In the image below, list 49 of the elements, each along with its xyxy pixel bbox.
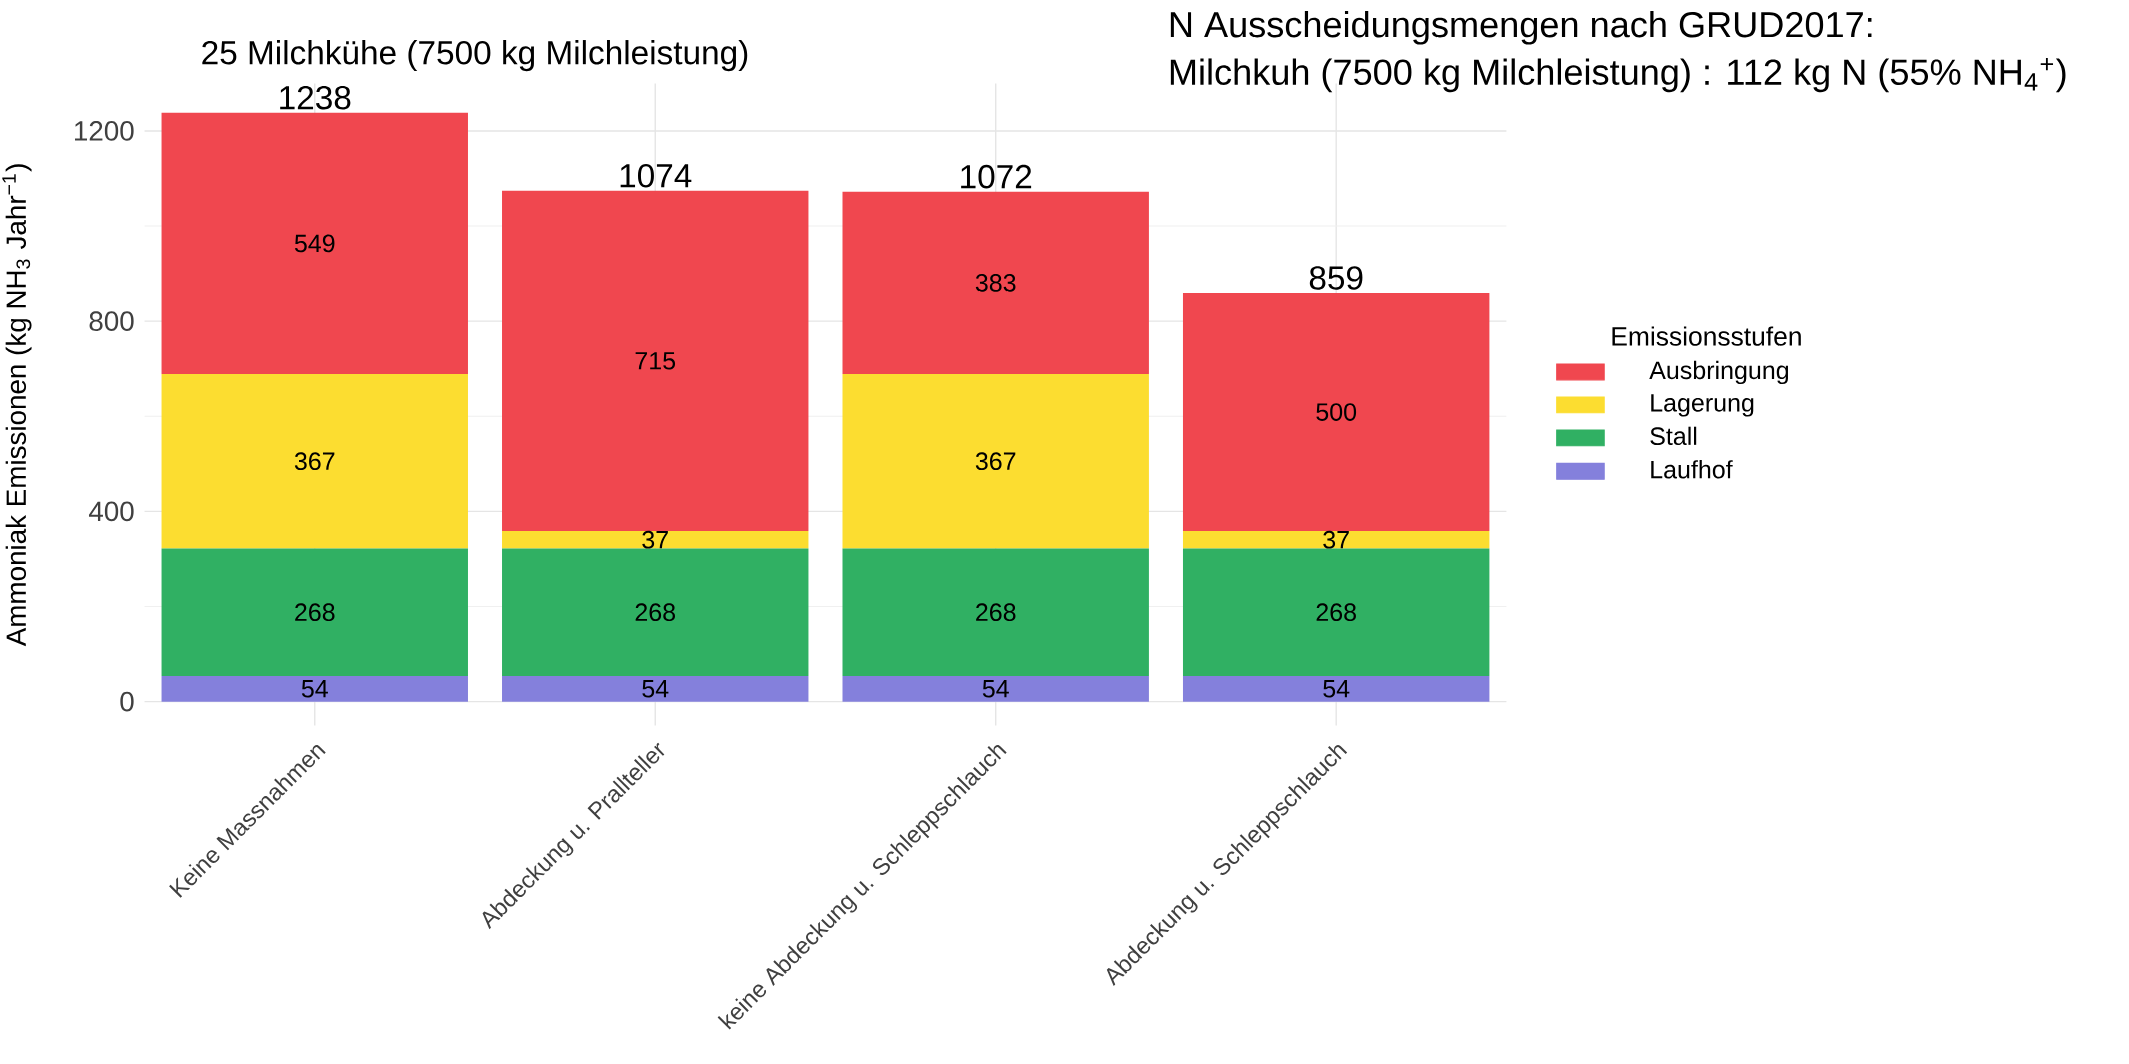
bar bbox=[842, 191, 1149, 374]
bar bbox=[842, 548, 1149, 676]
data-label: 367 bbox=[294, 452, 335, 470]
data-label: 268 bbox=[1316, 603, 1356, 621]
data-label: 268 bbox=[635, 603, 675, 621]
bar bbox=[502, 675, 809, 702]
total-label: 1238 bbox=[280, 85, 351, 110]
bar bbox=[161, 675, 468, 702]
data-label: 549 bbox=[294, 234, 335, 253]
y-tick-label: 400 bbox=[88, 501, 134, 521]
total-label: 1072 bbox=[961, 164, 1032, 189]
text: N Ausscheidungsmengen nach GRUD2017: bbox=[1170, 10, 1872, 45]
legend-label: Ausbringung bbox=[1649, 360, 1789, 384]
y-tick-label: 0 bbox=[120, 691, 134, 712]
data-label: 268 bbox=[295, 603, 335, 621]
data-label: 54 bbox=[982, 679, 1009, 698]
chart-title: 25 Milchkühe (7500 kg Milchleistung) bbox=[202, 39, 748, 71]
bar bbox=[1182, 292, 1490, 531]
bar bbox=[1182, 548, 1490, 676]
bar bbox=[502, 530, 809, 549]
legend-title: Emissionsstufen bbox=[1612, 326, 1801, 346]
y-axis-title: Ammoniak Emissionen (kg NH$_{3}$ Jahr$^{−1}$) bbox=[2, 164, 32, 646]
bar bbox=[1182, 530, 1490, 549]
data-label: 54 bbox=[642, 679, 669, 698]
bar bbox=[161, 373, 468, 549]
data-label: 367 bbox=[975, 452, 1016, 470]
legend-label: Stall bbox=[1650, 426, 1697, 445]
bar bbox=[1182, 675, 1490, 702]
bar bbox=[842, 373, 1149, 549]
data-label: 715 bbox=[635, 351, 676, 370]
bar bbox=[842, 675, 1149, 702]
data-label: 54 bbox=[301, 679, 328, 698]
bar bbox=[502, 548, 809, 676]
total-label: 859 bbox=[1309, 265, 1363, 290]
annotation: Milchkuh (7500 kg Milchleistung) : 112 kg N (55% NH$_{4}$$^{+}$) bbox=[1170, 57, 2066, 92]
y-tick-label: 1200 bbox=[75, 120, 134, 141]
total-label: 1074 bbox=[620, 163, 692, 188]
bar bbox=[161, 112, 468, 374]
data-label: 54 bbox=[1323, 679, 1350, 698]
legend-label: Laufhof bbox=[1651, 459, 1733, 479]
data-label: 500 bbox=[1316, 402, 1357, 421]
y-tick-label: 800 bbox=[89, 311, 134, 331]
bar bbox=[161, 548, 468, 676]
data-label: 268 bbox=[976, 603, 1016, 621]
data-label: 383 bbox=[975, 273, 1016, 292]
data-label: 37 bbox=[642, 530, 668, 549]
data-label: 37 bbox=[1323, 530, 1349, 549]
legend-label: Lagerung bbox=[1651, 393, 1754, 417]
bar bbox=[502, 190, 809, 531]
